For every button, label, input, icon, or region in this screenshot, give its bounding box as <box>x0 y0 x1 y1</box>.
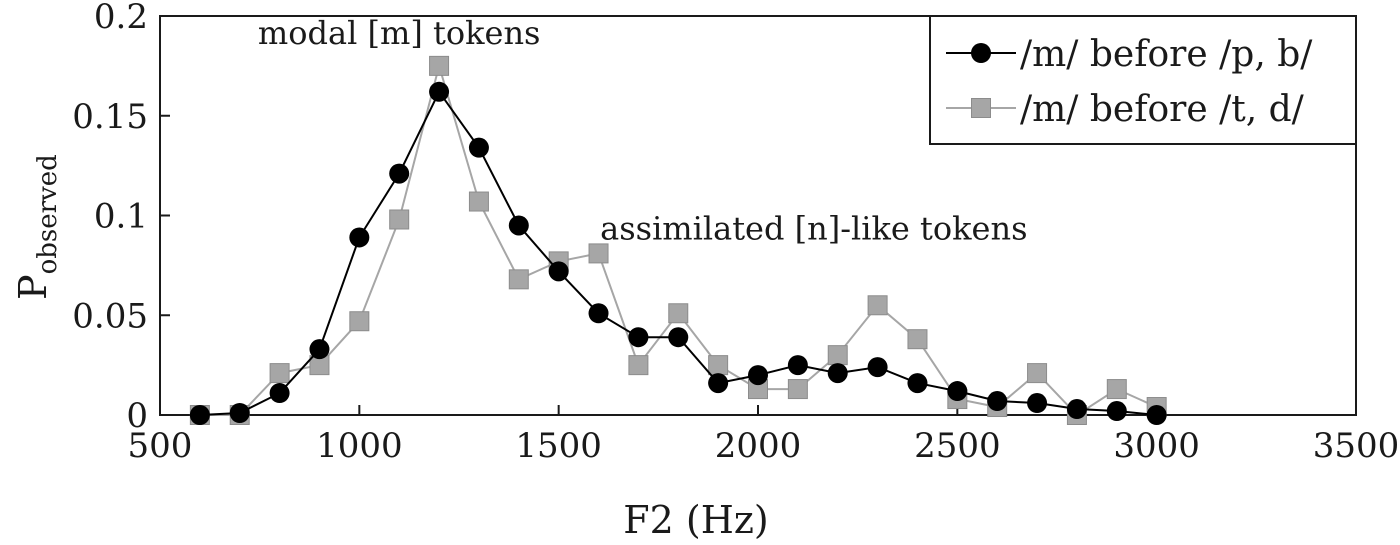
series-layer <box>189 55 1167 425</box>
data-point <box>1106 401 1127 422</box>
y-tick-label: 0.1 <box>94 197 148 237</box>
data-point <box>508 215 529 236</box>
data-point <box>827 345 848 366</box>
data-point <box>269 383 290 404</box>
data-point <box>429 81 450 102</box>
data-point <box>229 403 250 424</box>
data-point <box>748 365 768 386</box>
y-tick-label: 0.2 <box>94 0 148 37</box>
legend-label: /m/ before /t, d/ <box>1020 89 1305 130</box>
data-point <box>947 381 968 402</box>
x-tick-label: 2000 <box>715 426 802 466</box>
y-tick-label: 0.15 <box>72 97 148 137</box>
data-point <box>1027 363 1048 384</box>
data-point <box>468 137 489 158</box>
y-tick-label: 0 <box>126 396 148 436</box>
y-axis-title-main: P <box>11 274 55 300</box>
legend-marker <box>971 43 991 63</box>
data-point <box>907 329 928 350</box>
x-tick-label: 1000 <box>316 426 403 466</box>
data-point <box>787 355 808 376</box>
data-point <box>907 373 928 394</box>
legend-marker <box>971 98 991 118</box>
data-point <box>389 163 410 184</box>
data-point <box>548 261 569 282</box>
series-p-b <box>189 81 1167 425</box>
data-point <box>668 303 689 324</box>
data-point <box>349 311 370 332</box>
legend: /m/ before /p, b/ /m/ before /t, d/ <box>929 15 1357 145</box>
y-axis-title: Pobserved <box>11 154 63 300</box>
data-point <box>827 363 848 384</box>
data-point <box>708 373 729 394</box>
data-point <box>1106 379 1127 400</box>
y-axis-title-subscript: observed <box>33 154 63 274</box>
data-point <box>708 355 729 376</box>
data-point <box>389 209 410 230</box>
x-tick-label: 3000 <box>1113 426 1200 466</box>
x-tick-label: 1500 <box>515 426 602 466</box>
y-tick-label: 0.05 <box>72 296 148 336</box>
x-tick-label: 500 <box>128 426 193 466</box>
data-point <box>189 405 210 425</box>
data-point <box>309 339 330 360</box>
x-tick-label: 3500 <box>1313 426 1400 466</box>
data-point <box>269 363 290 384</box>
data-point <box>1066 399 1087 420</box>
data-point <box>349 227 370 248</box>
data-point <box>588 303 609 324</box>
data-point <box>987 391 1008 412</box>
data-point <box>1146 405 1167 425</box>
data-point <box>429 55 450 76</box>
data-point <box>668 327 689 348</box>
annotation-label: modal [m] tokens <box>258 14 541 52</box>
data-point <box>867 357 888 378</box>
data-point <box>468 191 489 212</box>
data-point <box>787 379 808 400</box>
x-axis-title: F2 (Hz) <box>623 498 768 542</box>
data-point <box>628 327 649 348</box>
axes: 500 1000 1500 2000 2500 3000 3500 0 0.05 0.1 0.15 0… <box>11 0 1399 542</box>
data-point <box>628 355 649 376</box>
data-point <box>588 243 609 264</box>
data-point <box>867 295 888 316</box>
data-point <box>1027 393 1048 414</box>
legend-label: /m/ before /p, b/ <box>1020 34 1313 75</box>
annotation-label: assimilated [n]-like tokens <box>600 209 1027 247</box>
x-tick-label: 2500 <box>914 426 1001 466</box>
legend-box <box>929 15 1357 145</box>
data-point <box>508 269 529 290</box>
annotations: modal [m] tokens assimilated [n]-like tok… <box>258 14 1028 248</box>
